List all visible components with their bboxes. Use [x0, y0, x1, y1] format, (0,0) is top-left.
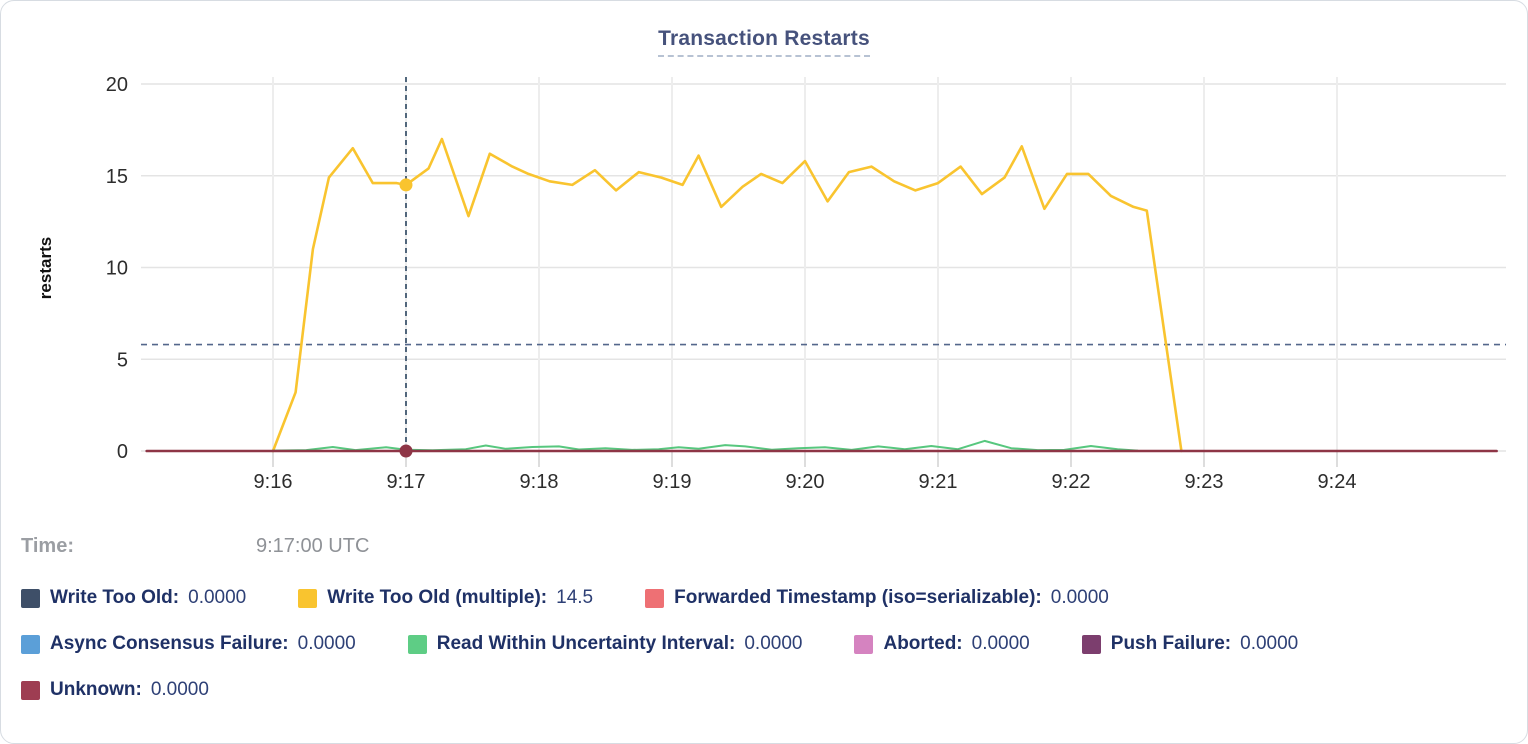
tooltip-time-value: 9:17:00 UTC [256, 535, 370, 557]
legend-item-value: 0.0000 [971, 633, 1030, 654]
legend-item-write-too-old-multiple: Write Too Old (multiple): 14.5 [298, 584, 593, 612]
legend-swatch [407, 634, 427, 654]
legend-item-label: Async Consensus Failure: [50, 633, 289, 654]
y-tick-label: 20 [106, 74, 128, 96]
x-tick-label: 9:19 [653, 471, 692, 493]
legend-item-label: Unknown: [50, 679, 142, 700]
legend-item-value: 0.0000 [744, 633, 803, 654]
tooltip-time-label: Time: [21, 535, 74, 557]
y-tick-label: 10 [106, 258, 128, 280]
legend-swatch [1081, 634, 1101, 654]
legend-row: Async Consensus Failure: 0.0000 Read Wit… [21, 630, 1513, 658]
legend-swatch [21, 588, 40, 608]
legend-item-aborted: Aborted: 0.0000 [854, 630, 1030, 658]
legend-swatch [645, 588, 665, 608]
legend-row: Write Too Old: 0.0000 Write Too Old (mul… [21, 584, 1513, 612]
x-tick-label: 9:18 [520, 471, 559, 493]
legend-item-write-too-old: Write Too Old: 0.0000 [21, 584, 246, 612]
legend-item-label: Push Failure: [1110, 633, 1232, 654]
x-tick-label: 9:23 [1185, 471, 1224, 493]
chart-title[interactable]: Transaction Restarts [658, 27, 870, 57]
legend-item-label: Read Within Uncertainty Interval: [436, 633, 736, 654]
hover-dot-write-too-old-multiple [399, 178, 413, 192]
y-tick-label: 0 [117, 441, 128, 463]
x-tick-label: 9:22 [1052, 471, 1091, 493]
x-tick-label: 9:21 [919, 471, 958, 493]
legend: Write Too Old: 0.0000 Write Too Old (mul… [21, 584, 1513, 722]
hover-dot-unknown [399, 444, 413, 458]
x-tick-label: 9:20 [786, 471, 825, 493]
x-tick-label: 9:24 [1318, 471, 1357, 493]
legend-item-value: 0.0000 [297, 633, 356, 654]
legend-swatch [298, 588, 318, 608]
y-tick-label: 15 [106, 166, 128, 188]
y-axis-label: restarts [36, 237, 55, 299]
y-tick-label: 5 [117, 349, 128, 371]
legend-item-forwarded-timestamp-iso-serializable: Forwarded Timestamp (iso=serializable): … [645, 584, 1109, 612]
legend-row: Unknown: 0.0000 [21, 676, 1513, 704]
legend-swatch [21, 680, 40, 700]
legend-item-value: 14.5 [556, 587, 594, 608]
legend-swatch [21, 634, 40, 654]
legend-item-label: Write Too Old (multiple): [327, 587, 548, 608]
legend-item-push-failure: Push Failure: 0.0000 [1081, 630, 1299, 658]
legend-item-read-within-uncertainty-interval: Read Within Uncertainty Interval: 0.0000 [407, 630, 803, 658]
legend-item-value: 0.0000 [150, 679, 209, 700]
x-tick-label: 9:16 [254, 471, 293, 493]
legend-item-label: Aborted: [883, 633, 963, 654]
x-tick-label: 9:17 [387, 471, 426, 493]
legend-item-value: 0.0000 [188, 587, 247, 608]
legend-item-label: Write Too Old: [50, 587, 180, 608]
legend-item-value: 0.0000 [1050, 587, 1109, 608]
legend-item-value: 0.0000 [1240, 633, 1299, 654]
legend-item-unknown: Unknown: 0.0000 [21, 676, 209, 704]
legend-item-label: Forwarded Timestamp (iso=serializable): [674, 587, 1042, 608]
tooltip-time-row: Time: 9:17:00 UTC [21, 535, 369, 558]
chart-canvas[interactable]: 0 5 10 15 20 9:16 9:17 9:18 9:19 9:20 9:21 9:22 9:23… [1, 1, 1528, 511]
legend-item-async-consensus-failure: Async Consensus Failure: 0.0000 [21, 630, 356, 658]
legend-swatch [854, 634, 874, 654]
chart-header: Transaction Restarts [1, 27, 1527, 57]
